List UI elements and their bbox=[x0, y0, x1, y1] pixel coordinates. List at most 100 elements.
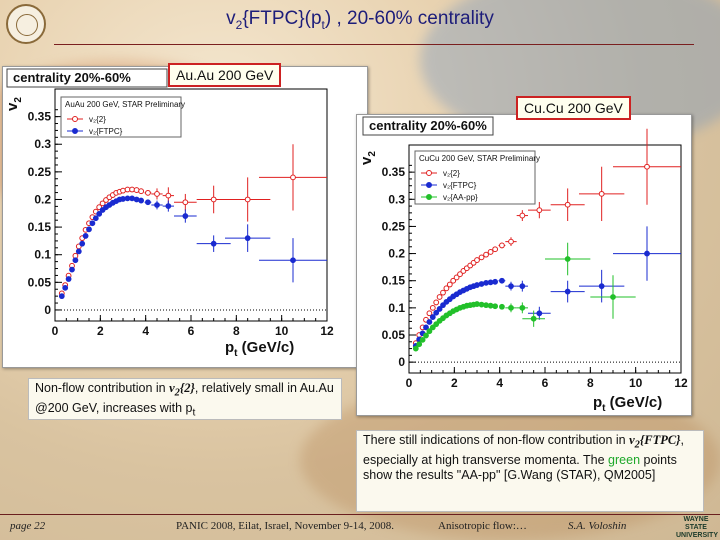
x-tick-label: 12 bbox=[674, 376, 688, 390]
legend-marker bbox=[72, 116, 78, 122]
data-point bbox=[182, 199, 189, 206]
panel-label: centrality 20%-60% bbox=[13, 70, 131, 85]
data-point bbox=[644, 163, 650, 170]
data-point bbox=[478, 281, 485, 287]
legend-label: v₂{FTPC} bbox=[443, 181, 477, 190]
data-point bbox=[79, 240, 86, 247]
data-point bbox=[99, 200, 106, 207]
data-point bbox=[440, 302, 446, 309]
x-tick-label: 8 bbox=[233, 324, 240, 338]
data-point bbox=[564, 256, 571, 262]
data-point bbox=[89, 220, 96, 227]
cucu-system-tag: Cu.Cu 200 GeV bbox=[516, 96, 631, 120]
footer-divider bbox=[0, 514, 720, 515]
x-tick-label: 0 bbox=[406, 376, 413, 390]
data-point bbox=[423, 324, 429, 331]
data-point bbox=[499, 303, 505, 310]
data-point bbox=[75, 248, 82, 255]
x-axis-title: pt (GeV/c) bbox=[593, 394, 662, 414]
y-tick-label: 0.25 bbox=[382, 219, 406, 233]
data-point bbox=[492, 246, 499, 253]
data-point bbox=[244, 235, 251, 242]
x-tick-label: 2 bbox=[451, 376, 458, 390]
legend-label: v₂{2} bbox=[89, 115, 106, 124]
data-point bbox=[508, 304, 514, 311]
data-point bbox=[474, 301, 480, 307]
data-point bbox=[154, 202, 160, 208]
data-point bbox=[92, 215, 99, 222]
data-point bbox=[519, 212, 526, 219]
data-point bbox=[436, 306, 443, 312]
data-point bbox=[483, 251, 489, 258]
y-tick-label: 0.3 bbox=[34, 137, 51, 151]
x-axis-title: pt (GeV/c) bbox=[225, 339, 294, 359]
data-point bbox=[644, 250, 650, 257]
auau-chart-panel: centrality 20%-60% 0 2 4 6 8 10 12 0 0.05 0.1 0.15 0… bbox=[2, 66, 368, 368]
data-point bbox=[487, 249, 494, 255]
data-point bbox=[145, 199, 151, 206]
data-point bbox=[96, 210, 103, 217]
panel-label-box bbox=[362, 116, 494, 136]
y-tick-label: 0.05 bbox=[28, 275, 52, 289]
footer-author: S.A. Voloshin bbox=[568, 520, 627, 532]
data-point bbox=[182, 213, 189, 219]
legend-title: AuAu 200 GeV, STAR Preliminary bbox=[65, 100, 185, 109]
data-point bbox=[483, 279, 489, 286]
panel-label-box bbox=[6, 68, 168, 88]
data-point bbox=[210, 196, 217, 203]
data-point bbox=[564, 201, 571, 208]
data-point bbox=[499, 242, 505, 249]
data-point bbox=[508, 238, 514, 245]
data-point bbox=[133, 196, 140, 203]
y-tick-label: 0 bbox=[398, 355, 405, 369]
x-tick-label: 2 bbox=[97, 324, 104, 338]
data-point bbox=[519, 304, 526, 311]
data-point bbox=[429, 314, 436, 320]
y-tick-label: 0.15 bbox=[28, 220, 52, 234]
data-point bbox=[138, 188, 145, 195]
cucu-note: There still indications of non-flow cont… bbox=[356, 430, 704, 512]
data-point bbox=[412, 345, 419, 352]
data-point bbox=[453, 274, 460, 281]
data-point bbox=[416, 341, 423, 348]
data-point bbox=[129, 195, 135, 202]
data-point bbox=[499, 277, 505, 284]
x-tick-label: 10 bbox=[275, 324, 289, 338]
data-point bbox=[433, 309, 440, 316]
y-tick-label: 0.35 bbox=[382, 165, 406, 179]
data-point bbox=[138, 197, 145, 204]
y-axis-title: v2 bbox=[4, 97, 24, 111]
data-point bbox=[165, 192, 172, 199]
data-point bbox=[290, 174, 296, 181]
auau-chart: centrality 20%-60% 0 2 4 6 8 10 12 0 0.05 0.1 0.15 0… bbox=[4, 68, 334, 359]
y-tick-label: 0.35 bbox=[28, 110, 52, 124]
data-point bbox=[210, 240, 217, 247]
auau-note: Non-flow contribution in v2{2}, relative… bbox=[28, 378, 342, 420]
data-point bbox=[290, 257, 296, 264]
data-point bbox=[492, 278, 499, 285]
auau-system-tag: Au.Au 200 GeV bbox=[168, 63, 282, 87]
data-point bbox=[120, 187, 126, 194]
data-point bbox=[474, 282, 480, 288]
x-tick-label: 10 bbox=[629, 376, 643, 390]
slide-title: v2{FTPC}(pt) , 20-60% centrality bbox=[226, 8, 494, 32]
data-point bbox=[69, 266, 75, 273]
data-point bbox=[487, 302, 494, 309]
y-tick-label: 0.25 bbox=[28, 165, 52, 179]
data-point bbox=[429, 324, 436, 331]
data-point bbox=[433, 299, 440, 306]
university-logo: WAYNE STATE UNIVERSITY bbox=[676, 516, 719, 539]
y-tick-label: 0.3 bbox=[388, 192, 405, 206]
data-point bbox=[508, 283, 514, 290]
data-point bbox=[120, 196, 126, 202]
data-point bbox=[564, 288, 571, 295]
cucu-chart-panel: centrality 20%-60% 0 2 4 6 8 10 12 0 0.05 0.1 0.15 0… bbox=[356, 114, 692, 416]
title-divider bbox=[54, 44, 694, 45]
legend-box bbox=[60, 96, 182, 138]
data-point bbox=[423, 332, 429, 339]
data-point bbox=[426, 319, 433, 325]
data-point bbox=[433, 321, 440, 328]
data-point bbox=[436, 294, 443, 300]
footer-topic: Anisotropic flow:… bbox=[438, 520, 527, 532]
data-point bbox=[610, 294, 616, 300]
